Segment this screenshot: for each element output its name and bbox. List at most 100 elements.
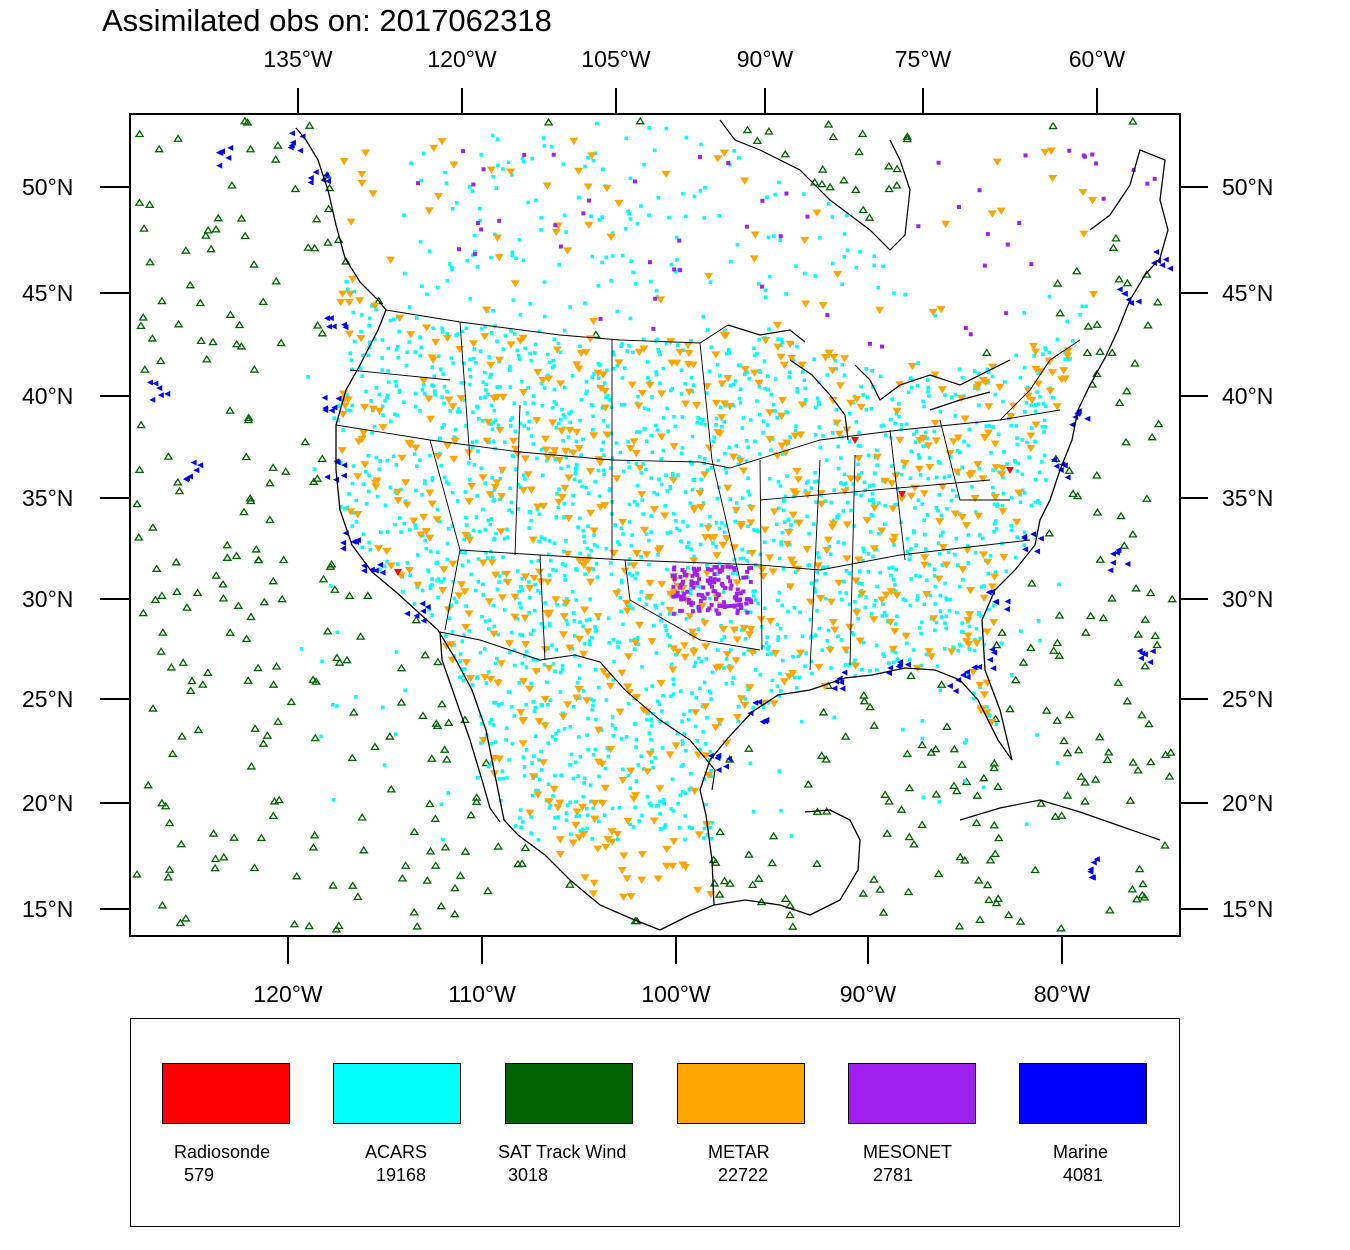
metar-marker <box>922 591 932 599</box>
acars-marker <box>763 386 767 391</box>
acars-marker <box>447 262 452 266</box>
acars-marker <box>877 531 881 536</box>
sat-track-wind-marker <box>878 908 889 916</box>
acars-marker <box>479 741 483 745</box>
acars-marker <box>611 678 616 682</box>
acars-marker <box>553 457 558 462</box>
acars-marker <box>479 327 484 331</box>
acars-marker <box>464 523 469 527</box>
acars-marker <box>617 640 621 645</box>
acars-marker <box>462 398 467 402</box>
sat-track-wind-marker <box>991 640 1002 649</box>
acars-marker <box>776 635 781 639</box>
acars-marker <box>718 405 723 410</box>
acars-marker <box>613 726 618 731</box>
acars-marker <box>604 255 609 260</box>
acars-marker <box>446 482 451 486</box>
acars-marker <box>508 364 512 369</box>
acars-marker <box>911 648 916 652</box>
acars-marker <box>683 837 687 842</box>
metar-marker <box>359 429 369 437</box>
metar-marker <box>996 207 1006 215</box>
metar-marker <box>464 449 474 457</box>
metar-marker <box>1048 175 1058 183</box>
acars-marker <box>602 472 606 477</box>
metar-marker <box>687 628 697 636</box>
metar-marker <box>583 556 593 564</box>
acars-marker <box>894 567 898 572</box>
sat-track-wind-marker <box>134 198 145 206</box>
metar-marker <box>572 428 582 436</box>
acars-marker <box>568 800 573 804</box>
acars-marker <box>354 694 358 699</box>
acars-marker <box>568 420 572 425</box>
acars-marker <box>689 339 693 343</box>
marine-marker <box>322 405 329 412</box>
metar-marker <box>489 630 499 638</box>
acars-marker <box>524 702 528 707</box>
acars-marker <box>380 368 385 372</box>
acars-marker <box>610 715 615 719</box>
sat-track-wind-marker <box>273 717 283 725</box>
sat-track-wind-marker <box>323 238 333 246</box>
acars-marker <box>409 161 413 166</box>
acars-marker <box>736 704 741 709</box>
mesonet-marker <box>672 573 677 578</box>
acars-marker <box>714 416 719 421</box>
metar-marker <box>689 506 699 514</box>
acars-marker <box>709 345 714 350</box>
acars-marker <box>481 582 485 587</box>
acars-marker <box>615 540 620 544</box>
acars-marker <box>949 498 954 503</box>
acars-marker <box>1080 304 1084 309</box>
acars-marker <box>890 397 895 402</box>
mesonet-marker <box>678 574 683 579</box>
acars-marker <box>574 567 578 571</box>
acars-marker <box>753 439 757 444</box>
acars-marker <box>526 426 531 431</box>
acars-marker <box>728 648 733 652</box>
acars-marker <box>776 638 780 642</box>
acars-marker <box>419 345 424 350</box>
acars-marker <box>559 466 564 471</box>
metar-marker <box>449 161 459 169</box>
metar-marker <box>589 318 599 326</box>
mesonet-marker <box>678 583 683 588</box>
metar-marker <box>826 598 836 606</box>
sat-track-wind-marker <box>134 465 145 474</box>
metar-marker <box>990 440 1000 448</box>
acars-marker <box>751 589 756 594</box>
metar-marker <box>784 529 794 537</box>
metar-marker <box>467 482 477 491</box>
marine-marker <box>340 545 347 552</box>
acars-marker <box>486 670 491 674</box>
metar-marker <box>498 393 508 401</box>
acars-marker <box>523 401 527 405</box>
acars-marker <box>833 358 838 363</box>
acars-marker <box>715 496 720 501</box>
acars-marker <box>933 628 937 632</box>
acars-marker <box>543 601 548 605</box>
acars-marker <box>753 589 757 593</box>
metar-marker <box>661 170 671 178</box>
acars-marker <box>775 684 780 689</box>
acars-marker <box>866 570 871 574</box>
acars-marker <box>813 633 818 638</box>
acars-marker <box>948 597 952 602</box>
metar-marker <box>544 375 554 383</box>
marine-marker <box>756 698 763 705</box>
acars-marker <box>872 603 876 608</box>
acars-marker <box>763 295 768 300</box>
acars-marker <box>963 741 967 745</box>
metar-marker <box>846 475 856 483</box>
acars-marker <box>839 456 843 460</box>
acars-marker <box>553 815 557 820</box>
acars-marker <box>493 418 498 423</box>
metar-marker <box>880 477 890 485</box>
acars-marker <box>792 494 796 499</box>
acars-marker <box>724 657 729 661</box>
acars-marker <box>642 162 646 167</box>
acars-marker <box>520 576 524 581</box>
acars-marker <box>445 278 450 283</box>
state-borders <box>335 309 1081 671</box>
